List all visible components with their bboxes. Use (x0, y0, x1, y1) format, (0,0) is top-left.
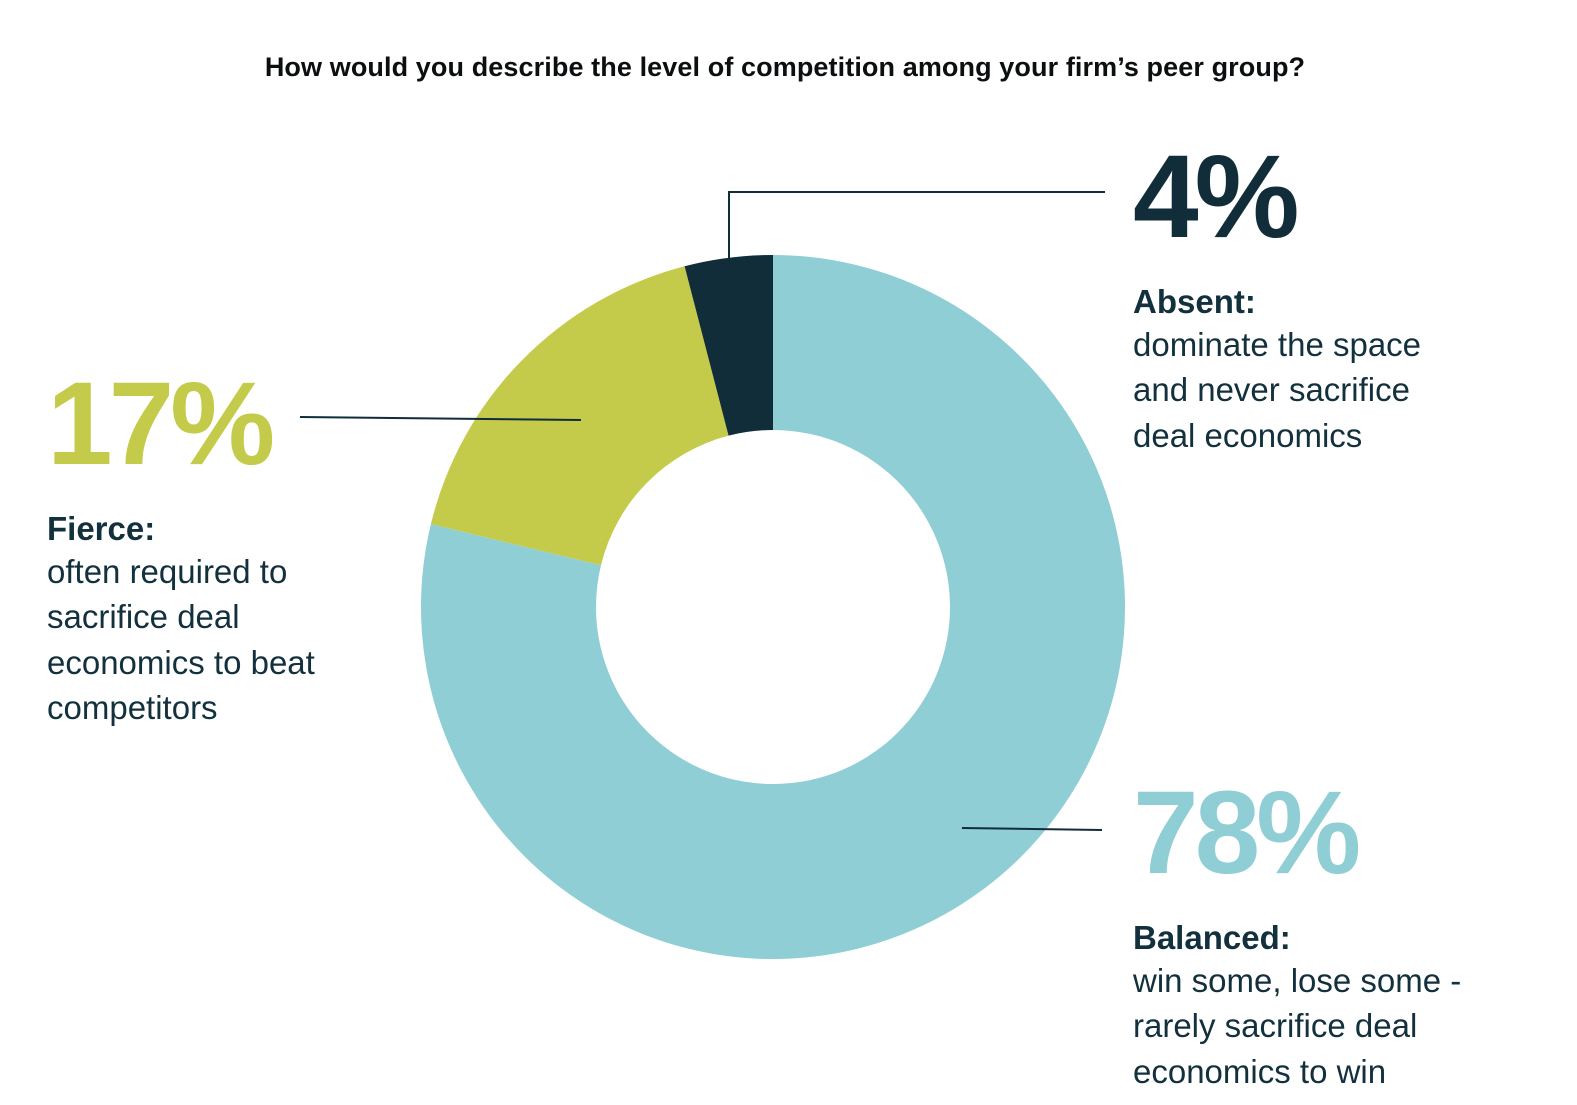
leader-lines (299, 191, 1105, 831)
pct-label-absent: 4% (1133, 131, 1300, 263)
callout-fierce: 17% Fierce: often required to sacrifice … (47, 365, 407, 731)
category-label-balanced: Balanced: (1133, 919, 1291, 956)
leader-line-balanced (961, 827, 1103, 831)
leader-line-absent (728, 191, 1105, 258)
callout-balanced: 78% Balanced: win some, lose some - rare… (1133, 774, 1563, 1094)
description-absent: dominate the space and never sacrifice d… (1133, 325, 1422, 454)
chart-title: How would you describe the level of comp… (264, 52, 1306, 82)
description-balanced: win some, lose some - rarely sacrifice d… (1133, 961, 1462, 1090)
slice-balanced (421, 255, 1126, 959)
slice-absent (684, 255, 773, 436)
description-fierce: often required to sacrifice deal economi… (47, 552, 315, 727)
pct-label-balanced: 78% (1133, 767, 1361, 899)
callout-absent: 4% Absent: dominate the space and never … (1133, 138, 1553, 458)
donut-slices (421, 255, 1126, 959)
category-label-absent: Absent: (1133, 283, 1256, 320)
category-label-fierce: Fierce: (47, 510, 156, 547)
leader-line-fierce (299, 416, 582, 421)
slice-fierce (430, 266, 729, 566)
pct-label-fierce: 17% (47, 358, 275, 490)
